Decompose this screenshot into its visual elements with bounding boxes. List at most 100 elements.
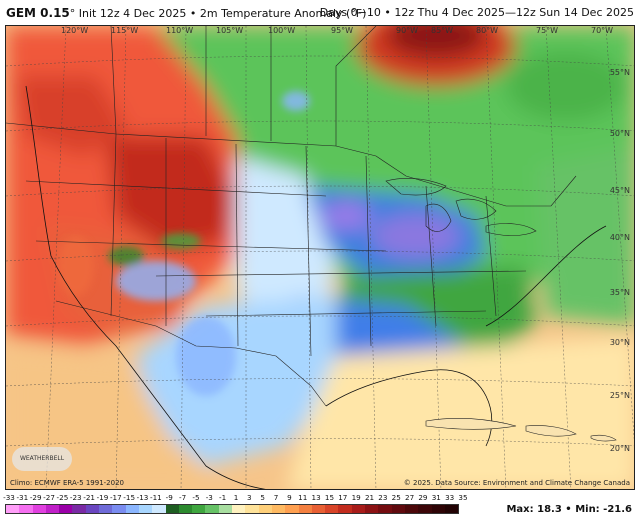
legend-swatch [258,505,272,513]
lat-label-40: 40°N [609,233,630,242]
legend-tick-label: -1 [219,493,227,502]
legend-tick-label: 11 [298,493,308,502]
legend-swatch [205,505,219,513]
legend-swatch [298,505,312,513]
legend-tick-label: -15 [123,493,136,502]
lon-label-95: 95°W [331,26,354,35]
legend-tick-label: -5 [192,493,200,502]
legend-tick-label: 23 [378,493,388,502]
lat-label-45: 45°N [609,186,630,195]
legend-tick-label: -17 [109,493,122,502]
legend-tick-label: 33 [445,493,455,502]
legend-tick-label: 35 [458,493,468,502]
legend-tick-label: 9 [287,493,292,502]
legend-tick-label: 19 [351,493,361,502]
anomaly-map: 120°W 115°W 110°W 105°W 100°W 95°W 90°W … [5,25,635,490]
legend-tick-label: -3 [205,493,213,502]
legend-tick-label: 31 [431,493,441,502]
legend-swatch [311,505,326,513]
legend-tick-label: 29 [418,493,428,502]
weatherbell-logo: WEATHERBELL [12,447,72,471]
legend-tick-label: 13 [311,493,321,502]
legend-tick-label: 7 [273,493,279,502]
max-min-stats: Max: 18.3 • Min: -21.6 [506,504,632,515]
lon-label-85: 85°W [431,26,454,35]
legend-tick-label: 25 [391,493,401,502]
lat-label-35: 35°N [609,288,630,297]
legend-swatch [72,505,86,513]
legend-swatch [378,505,392,513]
legend-tick-label: -13 [136,493,149,502]
legend-swatch [218,505,233,513]
legend-swatch [45,505,60,513]
lat-label-20: 20°N [609,444,630,453]
caribbean-islands [425,417,617,442]
min-label: Min: [575,504,600,515]
legend-tick-label: 15 [324,493,335,502]
legend-tick-label: 1 [233,493,239,502]
legend-swatch [19,505,33,513]
legend-swatch [391,505,405,513]
header-bar: GEM 0.15° Init 12z 4 Dec 2025 • 2m Tempe… [0,0,640,25]
legend-tick-label: 27 [405,493,415,502]
legend-tick-label: -33 [3,493,15,502]
legend-swatch [32,505,46,513]
legend-swatch [85,505,100,513]
legend-swatch [138,505,153,513]
legend-swatch [6,505,20,513]
legend-tick-labels: -33 -31 -29 -27 -25 -23 -21 -19 -17 -15 -13 -11 -9 -7… [3,492,468,503]
legend-swatch [245,505,259,513]
lon-label-120: 120°W [61,26,89,35]
legend-tick-label: -11 [150,493,162,502]
legend-swatch [365,505,379,513]
legend-swatch [338,505,352,513]
legend-swatch [178,505,193,513]
lat-label-50: 50°N [609,129,630,138]
legend-tick-label: -7 [178,493,187,502]
legend-tick-label: -9 [165,493,173,502]
legend-swatch [351,505,366,513]
legend-tick-label: -27 [43,493,55,502]
forecast-range: Days 0−10 • 12z Thu 4 Dec 2025—12z Sun 1… [319,6,634,19]
legend-tick-label: -21 [83,493,95,502]
lon-label-90: 90°W [396,26,419,35]
lon-label-105: 105°W [216,26,244,35]
climo-note: Climo: ECMWF ERA-5 1991-2020 [10,479,124,487]
legend-swatch [325,505,339,513]
max-label: Max: [506,504,534,515]
lat-label-55: 55°N [609,68,630,77]
init-description: ° Init 12z 4 Dec 2025 • 2m Temperature A… [69,7,367,20]
lon-label-110: 110°W [166,26,194,35]
legend-swatch [444,505,459,513]
boundaries [6,26,634,489]
stats-separator: • [565,504,572,515]
lon-label-70: 70°W [591,26,614,35]
legend-swatch [285,505,299,513]
model-name: GEM 0.15 [6,6,70,20]
lat-label-30: 30°N [609,338,630,347]
legend-swatch [418,505,432,513]
legend-tick-label: -19 [96,493,109,502]
legend-tick-label: 3 [247,493,252,502]
legend-swatch [232,505,246,513]
lon-label-75: 75°W [536,26,559,35]
legend-tick-label: -29 [29,493,42,502]
legend-tick-label: 5 [260,493,265,502]
legend-swatch [112,505,126,513]
data-source-copyright: © 2025. Data Source: Environment and Cli… [403,479,630,487]
legend-tick-label: -31 [16,493,29,502]
legend-swatch [152,505,166,513]
legend-swatch [404,505,419,513]
legend-color-bar [5,504,459,514]
lat-label-25: 25°N [609,391,630,400]
min-value: -21.6 [603,504,632,515]
legend-tick-label: 17 [338,493,348,502]
legend-swatch [431,505,445,513]
legend-swatch [99,505,113,513]
max-value: 18.3 [537,504,562,515]
legend-swatch [165,505,179,513]
legend-tick-label: -23 [69,493,82,502]
lon-label-115: 115°W [111,26,139,35]
legend-tick-label: -25 [56,493,69,502]
legend-swatch [192,505,206,513]
